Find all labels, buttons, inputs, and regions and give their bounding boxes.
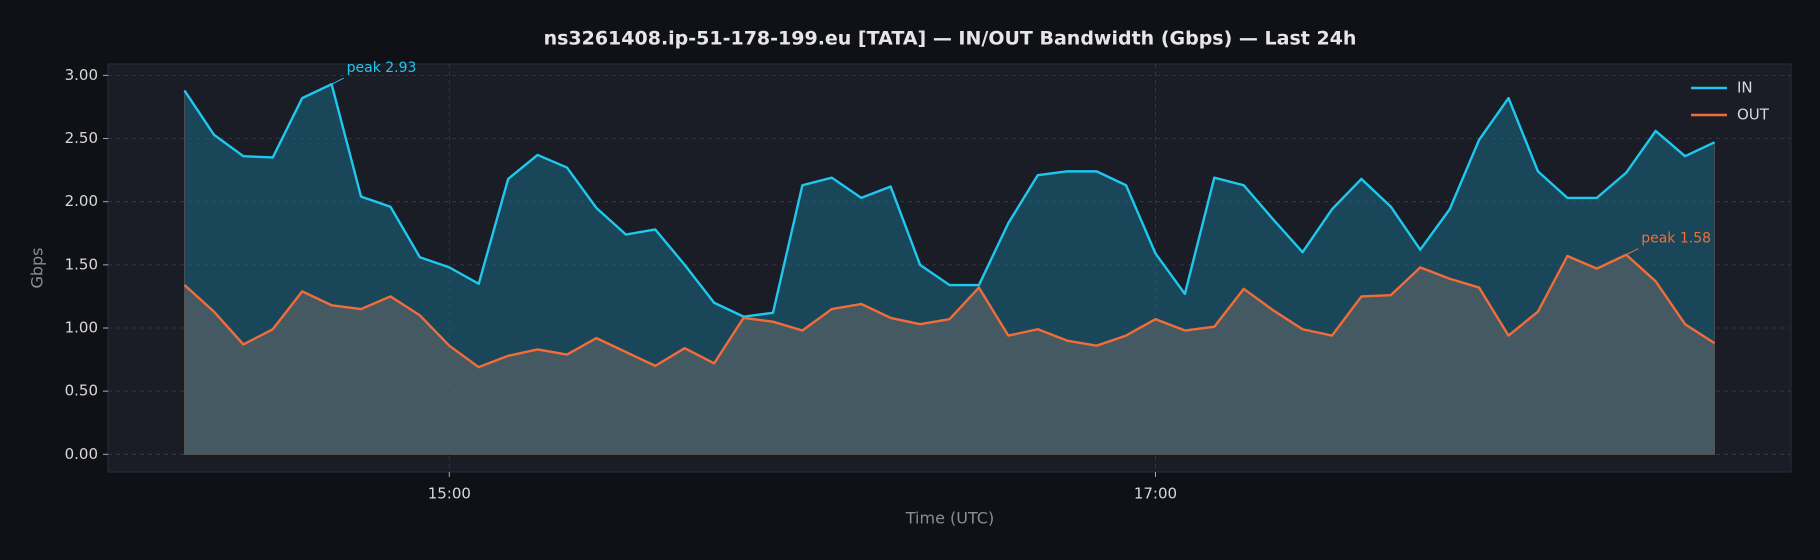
y-tick-label: 0.00 <box>65 445 98 463</box>
annotation: peak 2.93 <box>347 60 417 76</box>
x-tick-label: 15:00 <box>428 485 471 503</box>
annotation-arrow <box>331 77 344 85</box>
chart-title: ns3261408.ip-51-178-199.eu [TATA] — IN/O… <box>544 28 1357 50</box>
line <box>183 83 1716 318</box>
y-tick-label: 1.00 <box>65 319 98 337</box>
x-tick-label: 17:00 <box>1134 485 1177 503</box>
annotation: peak 1.58 <box>1641 231 1711 247</box>
y-tick-label: 2.50 <box>65 129 98 147</box>
line <box>183 253 1716 369</box>
legend-label: OUT <box>1737 106 1770 124</box>
y-tick-label: 1.50 <box>65 255 98 273</box>
y-tick-label: 3.00 <box>65 66 98 84</box>
annotation-arrow <box>1626 248 1639 256</box>
y-tick-label: 0.50 <box>65 382 98 400</box>
legend-label: IN <box>1737 79 1753 97</box>
y-tick-label: 2.00 <box>65 192 98 210</box>
y-axis-label: Gbps <box>28 247 47 288</box>
x-axis-label: Time (UTC) <box>905 509 994 528</box>
